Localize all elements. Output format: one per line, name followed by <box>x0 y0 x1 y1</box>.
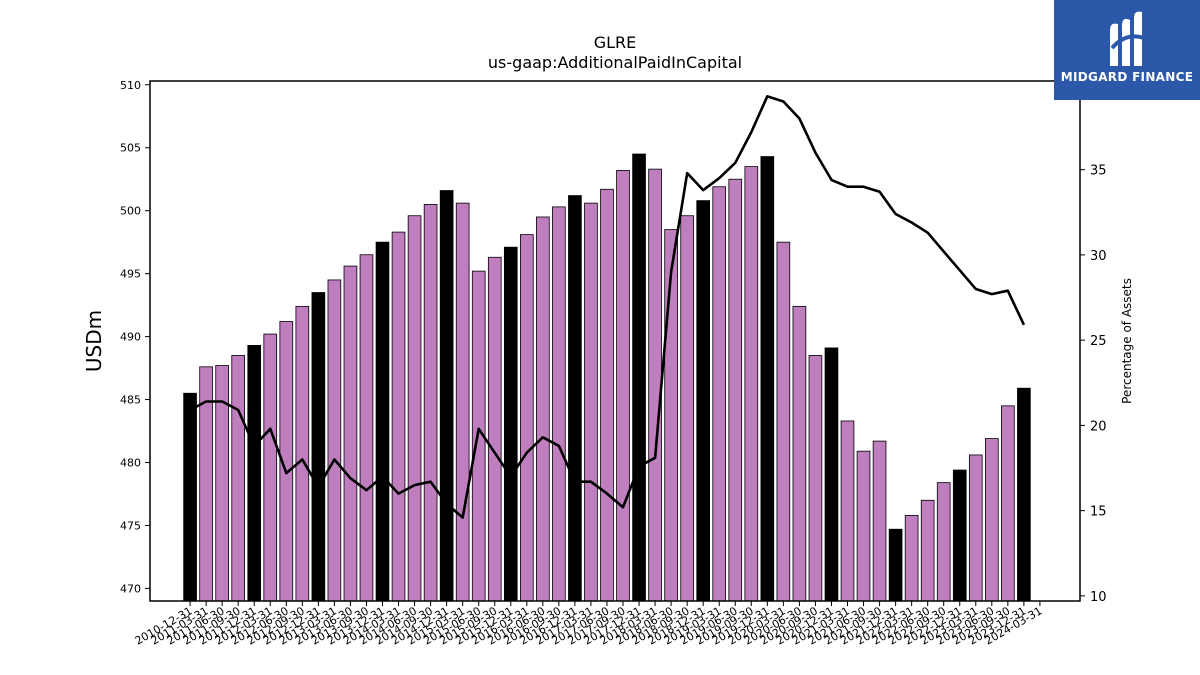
bar-2016-03-31 <box>519 234 534 602</box>
y-tick-label: 470 <box>120 582 141 595</box>
bar-2022-06-30 <box>920 499 935 602</box>
y2-tick-label: 10 <box>1090 590 1107 605</box>
bar-2023-12-31 <box>1017 387 1031 602</box>
bar-2013-06-30 <box>343 265 358 602</box>
chart-title: GLRE <box>594 33 637 52</box>
y2-tick-label: 30 <box>1090 249 1107 264</box>
chart-subtitle: us-gaap:AdditionalPaidInCapital <box>488 53 742 72</box>
bar-2016-09-30 <box>552 206 566 602</box>
bar-2018-03-31 <box>648 168 662 602</box>
bar-2014-09-30 <box>423 203 438 602</box>
plot-frame <box>149 80 1081 602</box>
bar-2019-06-30 <box>728 178 743 602</box>
y-tick-label: 505 <box>120 142 141 155</box>
bar-2023-09-30 <box>1001 405 1015 602</box>
bar-2019-03-31 <box>712 186 727 602</box>
bar-2016-12-31 <box>568 195 582 602</box>
y-tick-label: 495 <box>120 268 141 281</box>
y2-tick-label: 35 <box>1090 164 1107 179</box>
bar-2019-12-31 <box>760 156 775 602</box>
y2-tick-label: 20 <box>1090 419 1107 434</box>
bar-2014-12-31 <box>439 190 454 602</box>
y2-axis-label: Percentage of Assets <box>1120 278 1134 404</box>
logo-text: MIDGARD FINANCE <box>1060 70 1194 84</box>
axes-layer: 4704754804854904955005055101015202530352… <box>120 79 1107 648</box>
y-tick-label: 475 <box>120 519 141 532</box>
bar-2011-12-31 <box>247 345 262 602</box>
bar-2022-09-30 <box>936 482 951 602</box>
bar-2023-06-30 <box>984 438 999 602</box>
logo-mark-icon <box>1110 11 1145 67</box>
percentage-line <box>189 95 1026 519</box>
bar-2015-03-31 <box>455 202 470 602</box>
bar-2021-06-30 <box>856 450 871 602</box>
bar-2020-12-31 <box>824 347 839 602</box>
y-tick-label: 480 <box>120 457 141 470</box>
bar-2018-09-30 <box>680 215 694 602</box>
bar-2016-06-30 <box>536 216 550 602</box>
y-axis-label: USDm <box>82 310 106 372</box>
bar-2014-06-30 <box>407 215 422 602</box>
y-tick-label: 500 <box>120 205 141 218</box>
bar-2020-09-30 <box>808 355 823 602</box>
bar-2017-09-30 <box>616 169 630 602</box>
bar-2012-12-31 <box>311 292 326 602</box>
bars-layer <box>183 153 1031 602</box>
line-layer <box>189 95 1026 519</box>
bar-2021-12-31 <box>888 528 903 602</box>
y2-tick-label: 25 <box>1090 334 1107 349</box>
y2-tick-label: 15 <box>1090 505 1107 520</box>
y-tick-label: 485 <box>120 394 141 407</box>
bar-2012-09-30 <box>295 305 310 602</box>
bar-2020-06-30 <box>792 305 807 602</box>
bar-2019-09-30 <box>744 166 759 602</box>
bar-2021-09-30 <box>872 440 887 602</box>
bar-2014-03-31 <box>391 231 406 602</box>
y-tick-label: 490 <box>120 331 141 344</box>
bar-2018-12-31 <box>696 200 711 602</box>
bar-2022-12-31 <box>952 469 967 602</box>
bar-2015-09-30 <box>487 256 502 602</box>
bar-2013-09-30 <box>359 254 374 602</box>
bar-2012-03-31 <box>263 333 278 602</box>
bar-2013-03-31 <box>327 279 342 602</box>
bar-2015-12-31 <box>503 246 518 602</box>
bar-2017-03-31 <box>584 202 598 602</box>
bar-2011-09-30 <box>231 355 246 602</box>
brand-logo: MIDGARD FINANCE <box>1054 0 1200 100</box>
y-tick-label: 510 <box>120 79 141 92</box>
bar-2017-12-31 <box>632 153 646 602</box>
bar-2022-03-31 <box>904 514 919 602</box>
bar-2010-12-31 <box>183 392 197 602</box>
bar-2023-03-31 <box>968 454 983 602</box>
bar-2013-12-31 <box>375 241 390 602</box>
bar-2020-03-31 <box>776 241 791 602</box>
bar-2017-06-30 <box>600 188 614 602</box>
bar-2021-03-31 <box>840 420 855 602</box>
